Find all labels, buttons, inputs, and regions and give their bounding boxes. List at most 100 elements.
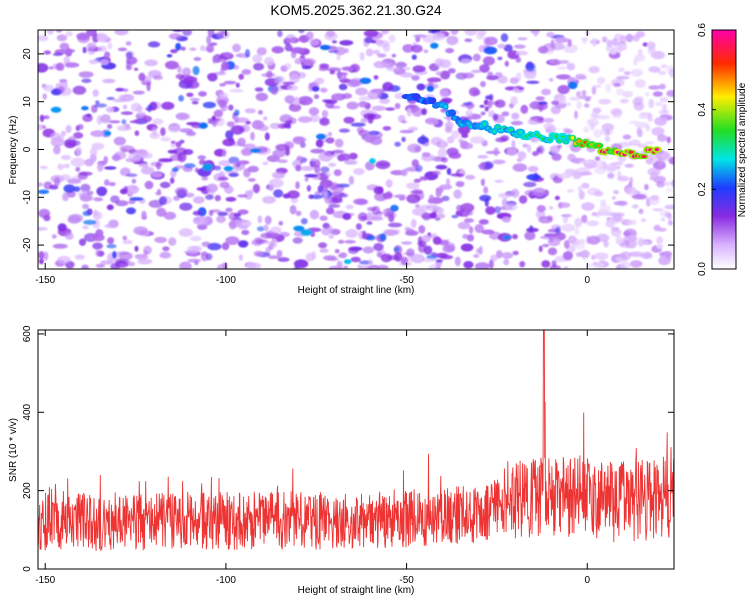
- spectrogram-noise-blob: [414, 146, 422, 153]
- spectrogram-noise-blob: [189, 47, 197, 51]
- spectrogram-noise-blob: [404, 66, 411, 71]
- spectrogram-noise-blob: [367, 114, 374, 124]
- spectrogram-noise-blob: [474, 224, 484, 233]
- spectrogram-noise-blob: [206, 44, 215, 53]
- spectrogram-noise-blob: [373, 186, 384, 195]
- spectrogram-noise-blob: [207, 242, 222, 251]
- spectrogram-noise-blob: [122, 235, 128, 241]
- spectrogram-noise-blob: [538, 216, 553, 224]
- spectrogram-noise-blob: [503, 44, 513, 52]
- spectrogram-noise-blob: [418, 225, 426, 234]
- spectrogram-noise-blob: [502, 216, 511, 223]
- y-tick-label: 0: [22, 566, 33, 572]
- spectrogram-noise-blob: [342, 213, 352, 220]
- spectrogram-noise-blob: [394, 102, 401, 110]
- spectrogram-noise-blob: [180, 46, 186, 51]
- spectrogram-noise-blob: [586, 220, 600, 227]
- spectrogram-noise-blob: [173, 195, 181, 201]
- spectrogram-noise-blob: [489, 93, 494, 102]
- spectrogram-noise-blob: [480, 178, 485, 187]
- spectrogram-noise-blob: [668, 68, 674, 78]
- y-tick-label: -20: [22, 237, 33, 252]
- spectrogram-noise-blob: [656, 236, 664, 245]
- colorbar-gradient: [712, 30, 736, 269]
- spectrogram-noise-blob: [582, 126, 590, 133]
- spectrogram-noise-blob: [385, 107, 396, 111]
- spectrogram-ridge-core: [560, 135, 565, 138]
- spectrogram-noise-blob: [219, 92, 228, 100]
- spectrogram-noise-blob: [338, 239, 345, 244]
- spectrogram-noise-blob: [373, 60, 388, 69]
- spectrogram-noise-blob: [633, 101, 645, 111]
- spectrogram-noise-blob: [292, 237, 303, 244]
- spectrogram-noise-blob: [125, 41, 132, 46]
- spectrogram-noise-blob: [631, 193, 647, 200]
- spectrogram-noise-blob: [165, 60, 179, 70]
- spectrogram-noise-blob: [222, 138, 236, 147]
- spectrogram-noise-blob: [302, 58, 316, 66]
- spectrogram-noise-blob: [588, 66, 600, 74]
- spectrogram-noise-blob: [422, 257, 437, 263]
- spectrogram-noise-blob: [234, 109, 240, 117]
- spectrogram-noise-blob: [212, 120, 218, 127]
- spectrogram-noise-blob: [292, 136, 306, 145]
- spectrogram-noise-blob: [89, 153, 97, 163]
- spectrogram-bright-spot: [250, 148, 262, 154]
- spectrogram-noise-blob: [662, 251, 673, 257]
- spectrogram-noise-blob: [250, 131, 255, 141]
- spectrogram-noise-blob: [401, 241, 413, 245]
- spectrogram-noise-blob: [112, 251, 117, 259]
- spectrogram-ridge-core: [547, 138, 553, 142]
- spectrogram-noise-blob: [424, 117, 439, 125]
- spectrogram-noise-blob: [659, 151, 672, 162]
- spectrogram-noise-blob: [613, 200, 628, 206]
- spectrogram-noise-blob: [82, 46, 87, 54]
- y-tick-label: 600: [22, 325, 33, 342]
- spectrogram-bright-spot: [223, 165, 234, 172]
- spectrogram-noise-blob: [328, 162, 336, 167]
- figure-title: KOM5.2025.362.21.30.G24: [270, 2, 441, 18]
- spectrogram-noise-blob: [327, 131, 333, 137]
- spectrogram-noise-blob: [563, 240, 570, 249]
- spectrogram-noise-blob: [600, 127, 613, 136]
- spectrogram-noise-blob: [375, 160, 391, 170]
- spectrogram-noise-blob: [460, 203, 475, 213]
- spectrogram-noise-blob: [393, 194, 406, 198]
- spectrogram-noise-blob: [255, 92, 268, 102]
- spectrogram-noise-blob: [369, 136, 383, 146]
- spectrogram-noise-blob: [272, 171, 286, 179]
- spectrogram-noise-blob: [140, 152, 153, 159]
- x-tick-label: -150: [35, 275, 55, 286]
- spectrogram-noise-blob: [501, 111, 510, 117]
- spectrogram-noise-blob: [319, 63, 330, 69]
- spectrogram-noise-blob: [410, 190, 424, 194]
- spectrogram-noise-blob: [343, 265, 349, 269]
- spectrogram-noise-blob: [494, 179, 504, 183]
- spectrogram-noise-blob: [511, 140, 516, 150]
- spectrogram-noise-blob: [154, 236, 167, 244]
- spectrogram-noise-blob: [47, 30, 54, 35]
- spectrogram-noise-blob: [91, 233, 105, 242]
- spectrogram-noise-blob: [91, 104, 98, 113]
- spectrogram-noise-blob: [421, 234, 431, 243]
- spectrogram-noise-blob: [193, 57, 202, 61]
- spectrogram-noise-blob: [192, 210, 203, 216]
- spectrogram-noise-blob: [390, 204, 399, 212]
- spectrogram-noise-blob: [319, 248, 329, 253]
- spectrogram-noise-blob: [274, 75, 285, 85]
- x-tick-label: -50: [399, 275, 414, 286]
- spectrogram-noise-blob: [125, 65, 132, 71]
- spectrogram-noise-blob: [620, 261, 631, 269]
- spectrogram-noise-blob: [95, 263, 106, 268]
- spectrogram-noise-blob: [457, 125, 471, 135]
- spectrogram-noise-blob: [86, 208, 93, 216]
- spectrogram-noise-blob: [125, 184, 140, 195]
- spectrogram-noise-blob: [338, 193, 349, 198]
- spectrogram-noise-blob: [290, 47, 305, 54]
- spectrogram-noise-blob: [363, 30, 379, 38]
- spectrogram-noise-blob: [380, 253, 393, 263]
- spectrogram-noise-blob: [662, 103, 668, 113]
- spectrogram-noise-blob: [401, 136, 406, 143]
- spectrogram-noise-blob: [68, 136, 77, 141]
- spectrogram-noise-blob: [391, 53, 397, 58]
